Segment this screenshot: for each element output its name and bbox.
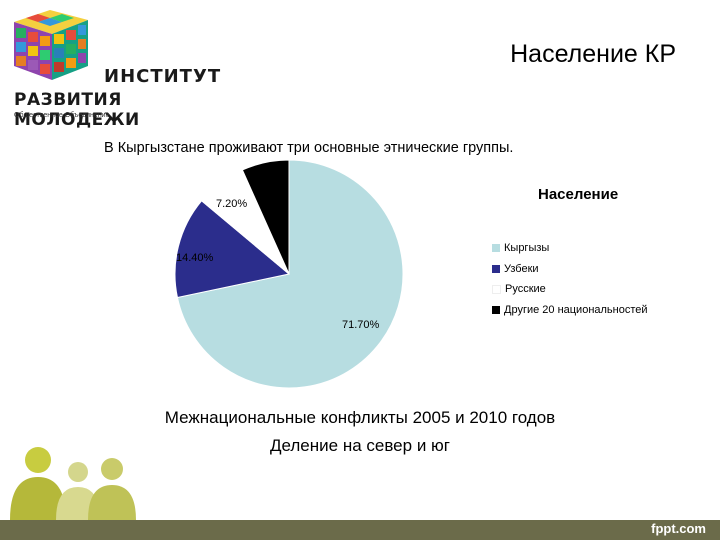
chart-title: Население (538, 186, 619, 203)
logo-line3: Общественное Объединение (14, 112, 110, 119)
logo-line2: РАЗВИТИЯ МОЛОДЕЖИ (14, 90, 140, 130)
footer-text: fppt.com (651, 521, 706, 536)
legend-swatch (492, 284, 501, 294)
legend-label: Кыргызы (504, 242, 550, 255)
data-label-uzbek: 14.40% (176, 252, 214, 264)
footer-bar: fppt.com (0, 520, 720, 540)
data-label-kyrgyz: 71.70% (342, 319, 380, 331)
logo: ИНСТИТУТ РАЗВИТИЯ МОЛОДЕЖИ Общественное … (6, 8, 220, 130)
logo-line1: ИНСТИТУТ (104, 66, 222, 87)
legend-label: Другие 20 национальностей (504, 303, 648, 316)
data-label-other: 6.70% (252, 173, 284, 185)
legend-item: Русские (492, 279, 648, 300)
pie-slice-other (241, 159, 290, 275)
chart-legend: Кыргызы Узбеки Русские Другие 20 национа… (492, 238, 648, 320)
data-label-russian: 7.20% (216, 198, 248, 210)
legend-label: Узбеки (504, 262, 539, 275)
division-text: Деление на север и юг (269, 436, 450, 455)
legend-item: Узбеки (492, 259, 648, 280)
legend-item: Другие 20 национальностей (492, 300, 648, 321)
conflicts-text: Межнациональные конфликты 2005 и 2010 го… (164, 408, 556, 427)
pie-slice-kyrgyz (176, 159, 404, 389)
legend-item: Кыргызы (492, 238, 648, 259)
pie-slice-uzbek (174, 200, 291, 299)
slide-title: Население КР (510, 40, 676, 68)
people-icon (10, 447, 136, 520)
legend-swatch (492, 305, 500, 314)
legend-label: Русские (505, 283, 546, 296)
legend-swatch (492, 244, 500, 253)
rubiks-cube-icon (14, 10, 88, 80)
subtitle: В Кыргызстане проживают три основные этн… (104, 140, 514, 156)
legend-swatch (492, 264, 500, 273)
